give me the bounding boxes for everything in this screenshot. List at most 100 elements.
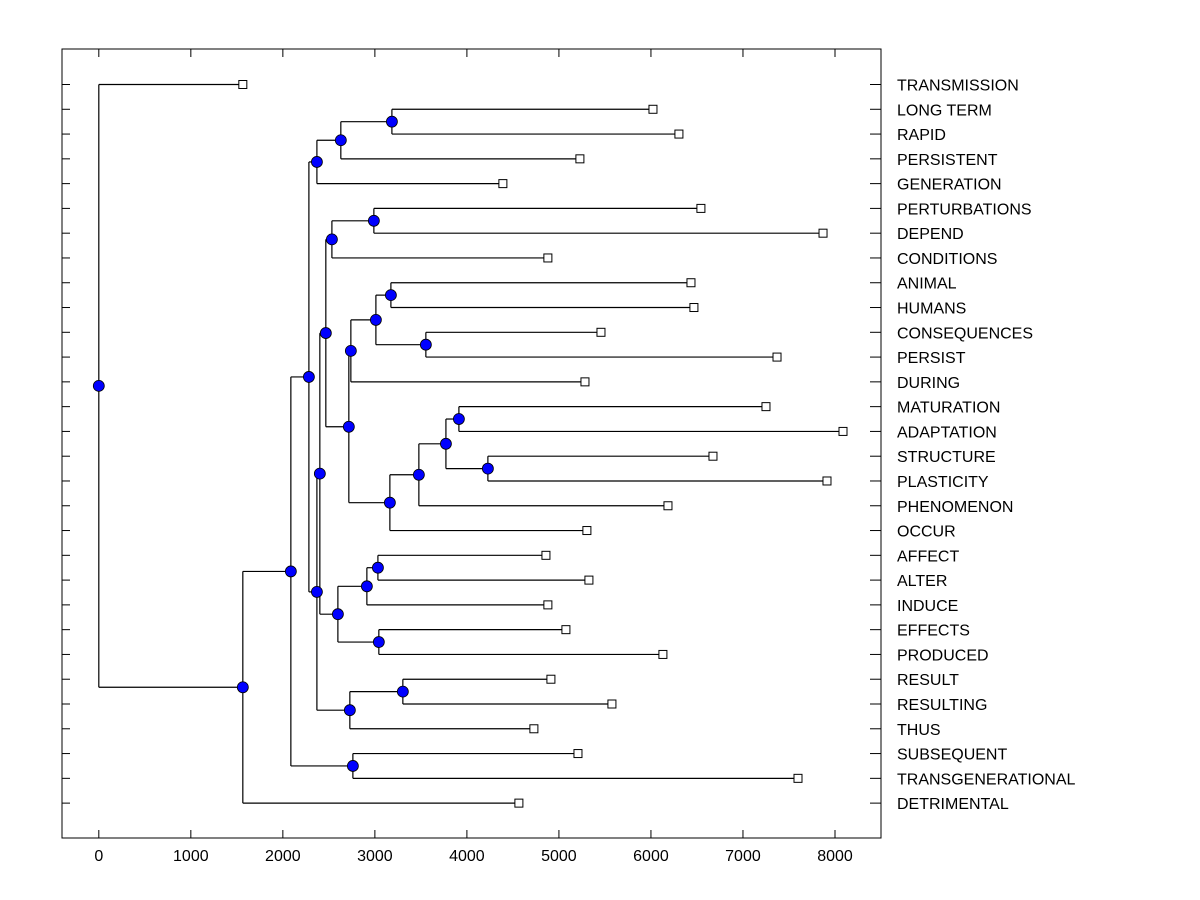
dendrogram-links [98, 83, 843, 804]
cluster-node [236, 681, 249, 694]
cluster-node [92, 379, 105, 392]
leaf-marker [514, 798, 524, 808]
cluster-node [302, 371, 315, 383]
leaf-marker [793, 773, 803, 783]
leaf-label: PERSISTENT [897, 152, 998, 169]
x-tick-label: 7000 [725, 848, 761, 865]
leaf-marker [607, 699, 617, 709]
leaf-label: STRUCTURE [897, 449, 996, 466]
leaf-marker [584, 575, 594, 585]
leaf-label: RAPID [897, 127, 946, 144]
cluster-node [344, 344, 357, 357]
leaf-marker [761, 402, 771, 412]
leaf-marker [663, 501, 673, 511]
plot-frame [61, 48, 882, 839]
x-tick-label: 5000 [541, 848, 577, 865]
leaf-label: INDUCE [897, 598, 958, 615]
leaf-marker [686, 278, 696, 288]
leaf-marker [543, 600, 553, 610]
leaf-label: CONDITIONS [897, 251, 997, 268]
cluster-node [331, 608, 344, 621]
leaf-marker [575, 154, 585, 164]
cluster-node [372, 561, 384, 574]
leaf-label: CONSEQUENCES [897, 325, 1033, 342]
leaf-marker [546, 674, 556, 684]
leaf-marker [708, 451, 718, 461]
cluster-node [481, 462, 494, 475]
leaf-label: OCCUR [897, 524, 956, 541]
cluster-node [284, 565, 297, 578]
leaf-marker [573, 749, 583, 759]
cluster-node [311, 156, 323, 168]
leaf-marker [498, 179, 508, 189]
leaf-label: PRODUCED [897, 647, 989, 664]
leaf-marker [838, 426, 848, 436]
cluster-node [383, 496, 396, 509]
leaf-label: ALTER [897, 573, 947, 590]
leaf-label: PHENOMENON [897, 499, 1013, 516]
leaf-marker [689, 303, 699, 313]
leaf-label: AFFECT [897, 548, 959, 565]
cluster-node [372, 636, 385, 648]
leaf-label: THUS [897, 722, 941, 739]
leaf-marker [772, 352, 782, 362]
leaf-marker [582, 526, 592, 536]
cluster-node [343, 704, 356, 717]
leaf-label: MATURATION [897, 400, 1000, 417]
leaf-marker [238, 80, 248, 89]
cluster-node [412, 468, 425, 481]
cluster-node [440, 437, 452, 450]
x-tick-label: 6000 [633, 848, 669, 865]
leaf-label: PERTURBATIONS [897, 201, 1032, 218]
cluster-node [367, 214, 380, 227]
x-tick-label: 8000 [817, 848, 853, 865]
x-axis-tick-labels: 0 1000 2000 3000 4000 5000 6000 7000 8000 [94, 848, 853, 865]
dendrogram-leaves [238, 80, 848, 808]
x-tick-label: 4000 [449, 848, 485, 865]
leaf-label: PLASTICITY [897, 474, 989, 491]
leaf-label: TRANSGENERATIONAL [897, 771, 1076, 788]
cluster-node [319, 327, 332, 339]
cluster-node [326, 233, 338, 246]
cluster-node [419, 338, 432, 351]
cluster-node [311, 586, 323, 598]
leaf-marker [561, 625, 571, 635]
x-tick-label: 3000 [357, 848, 393, 865]
cluster-node [342, 420, 355, 433]
leaf-label: RESULTING [897, 697, 987, 714]
axis-ticks [62, 49, 881, 838]
leaf-marker [543, 253, 553, 263]
leaf-marker [596, 327, 606, 337]
leaf-labels: TRANSMISSION LONG TERM RAPID PERSISTENT GENE… [897, 78, 1076, 814]
x-tick-label: 0 [94, 848, 103, 865]
cluster-node [452, 413, 465, 425]
cluster-node [346, 760, 359, 772]
dendrogram-nodes [92, 115, 494, 772]
leaf-label: TRANSMISSION [897, 78, 1019, 95]
leaf-label: EFFECTS [897, 623, 970, 640]
leaf-label: HUMANS [897, 301, 966, 318]
leaf-marker [648, 104, 658, 114]
leaf-marker [818, 228, 828, 238]
cluster-node [334, 134, 347, 147]
leaf-marker [674, 129, 684, 139]
leaf-marker [658, 649, 668, 659]
cluster-node [360, 580, 373, 593]
cluster-node [313, 467, 326, 480]
leaf-marker [580, 377, 590, 387]
leaf-marker [529, 724, 539, 734]
leaf-label: LONG TERM [897, 102, 992, 119]
leaf-label: GENERATION [897, 177, 1002, 194]
leaf-label: RESULT [897, 672, 959, 689]
leaf-label: ANIMAL [897, 276, 957, 293]
cluster-node [384, 289, 397, 302]
leaf-label: PERSIST [897, 350, 966, 367]
leaf-marker [822, 476, 832, 486]
leaf-label: DURING [897, 375, 960, 392]
x-tick-label: 2000 [265, 848, 301, 865]
x-tick-label: 1000 [173, 848, 209, 865]
cluster-node [369, 314, 382, 326]
leaf-marker [696, 203, 706, 213]
leaf-label: SUBSEQUENT [897, 747, 1007, 764]
